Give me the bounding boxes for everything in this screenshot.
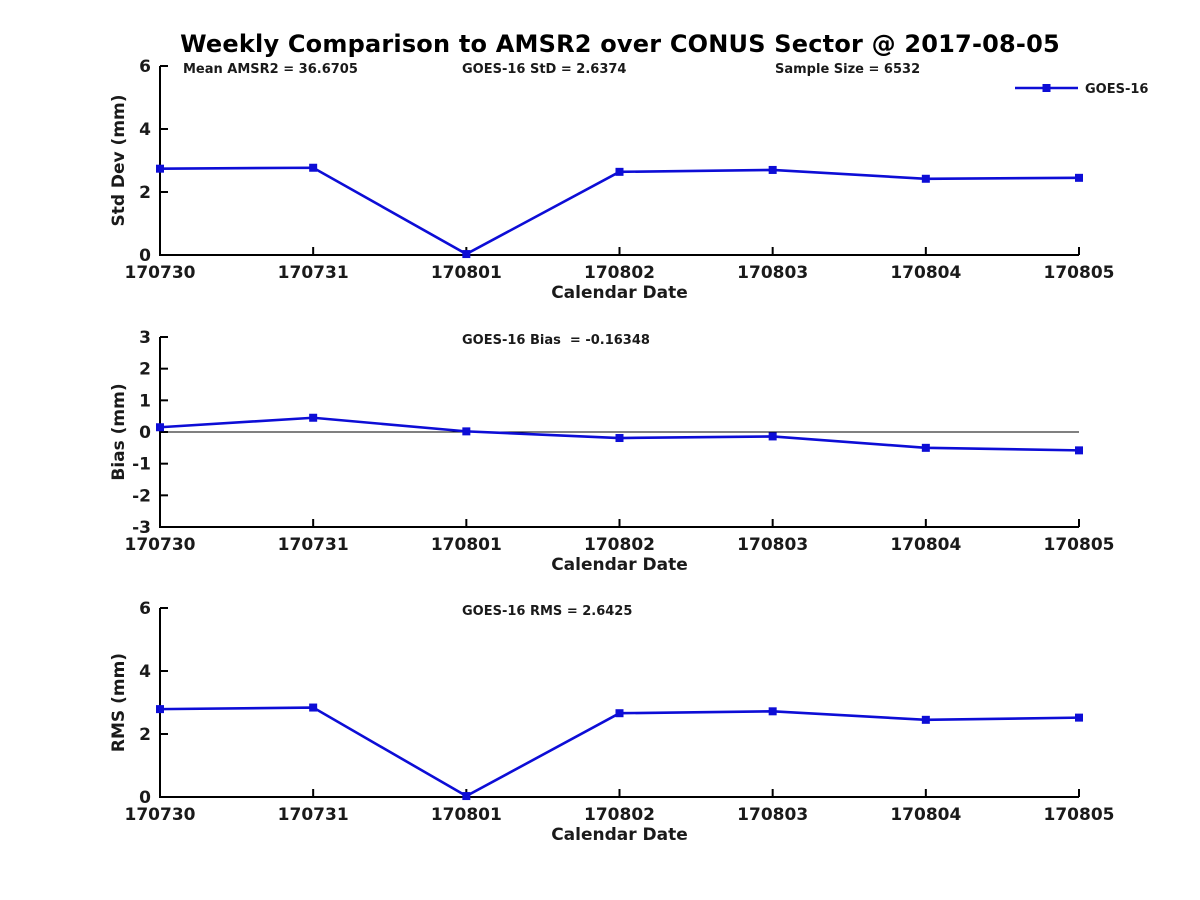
x-axis-label: Calendar Date (551, 825, 688, 845)
y-tick-label: 2 (139, 725, 151, 745)
series-marker (768, 707, 777, 716)
annotation: GOES-16 RMS = 2.6425 (462, 604, 632, 619)
x-tick-label: 170801 (431, 535, 502, 555)
x-tick-label: 170730 (125, 805, 196, 825)
x-tick-label: 170731 (278, 535, 349, 555)
series-marker (156, 705, 164, 714)
annotation: GOES-16 Bias = -0.16348 (462, 333, 650, 348)
series-marker (156, 164, 164, 173)
x-tick-label: 170805 (1044, 805, 1115, 825)
x-axis-label: Calendar Date (551, 283, 688, 303)
series-marker (615, 709, 624, 718)
annotation: Mean AMSR2 = 36.6705 (183, 62, 358, 77)
y-tick-label: 4 (139, 120, 151, 140)
series-marker (1075, 713, 1083, 722)
x-tick-label: 170802 (584, 535, 655, 555)
legend-label: GOES-16 (1085, 82, 1148, 97)
series-line (159, 166, 1080, 256)
x-tick-label: 170801 (431, 263, 502, 283)
series-marker (768, 165, 777, 174)
x-tick-label: 170803 (737, 263, 808, 283)
x-tick-label: 170802 (584, 805, 655, 825)
y-tick-label: 3 (139, 328, 151, 348)
series-marker (1075, 173, 1083, 182)
y-tick-label: 6 (139, 57, 151, 77)
x-tick-label: 170804 (890, 535, 961, 555)
y-tick-label: 4 (139, 662, 151, 682)
series-marker (309, 703, 318, 712)
series-line (159, 706, 1080, 798)
y-axis-label: Std Dev (mm) (109, 94, 129, 226)
x-tick-label: 170731 (278, 263, 349, 283)
x-tick-label: 170803 (737, 805, 808, 825)
series-marker (921, 715, 930, 724)
x-tick-label: 170801 (431, 805, 502, 825)
y-tick-label: 6 (139, 599, 151, 619)
series-marker (921, 443, 930, 452)
series-marker (309, 163, 318, 172)
x-tick-label: 170731 (278, 805, 349, 825)
annotation: Sample Size = 6532 (775, 62, 920, 77)
y-tick-label: 1 (139, 391, 151, 411)
x-axis-label: Calendar Date (551, 555, 688, 575)
figure-title: Weekly Comparison to AMSR2 over CONUS Se… (180, 30, 1060, 58)
y-tick-label: 0 (139, 246, 151, 266)
series-marker (309, 413, 318, 422)
series-marker (462, 792, 471, 801)
x-tick-label: 170803 (737, 535, 808, 555)
y-tick-label: 2 (139, 360, 151, 380)
x-tick-label: 170730 (125, 263, 196, 283)
x-tick-label: 170805 (1044, 535, 1115, 555)
y-axis-label: Bias (mm) (109, 383, 129, 480)
series-marker (921, 174, 930, 183)
series-marker (462, 250, 471, 259)
x-tick-label: 170730 (125, 535, 196, 555)
series-marker (768, 432, 777, 441)
y-tick-label: 2 (139, 183, 151, 203)
y-tick-label: -2 (132, 486, 151, 506)
series-marker (156, 423, 164, 432)
y-tick-label: -3 (132, 518, 151, 538)
x-tick-label: 170804 (890, 805, 961, 825)
series-marker (615, 167, 624, 176)
series-marker (1075, 446, 1083, 455)
legend-marker (1042, 84, 1051, 92)
x-tick-label: 170802 (584, 263, 655, 283)
series-marker (615, 434, 624, 443)
series-marker (462, 427, 471, 436)
x-tick-label: 170804 (890, 263, 961, 283)
y-tick-label: 0 (139, 788, 151, 808)
annotation: GOES-16 StD = 2.6374 (462, 62, 626, 77)
x-tick-label: 170805 (1044, 263, 1115, 283)
y-axis-label: RMS (mm) (109, 653, 129, 752)
y-tick-label: -1 (132, 455, 151, 475)
y-tick-label: 0 (139, 423, 151, 443)
